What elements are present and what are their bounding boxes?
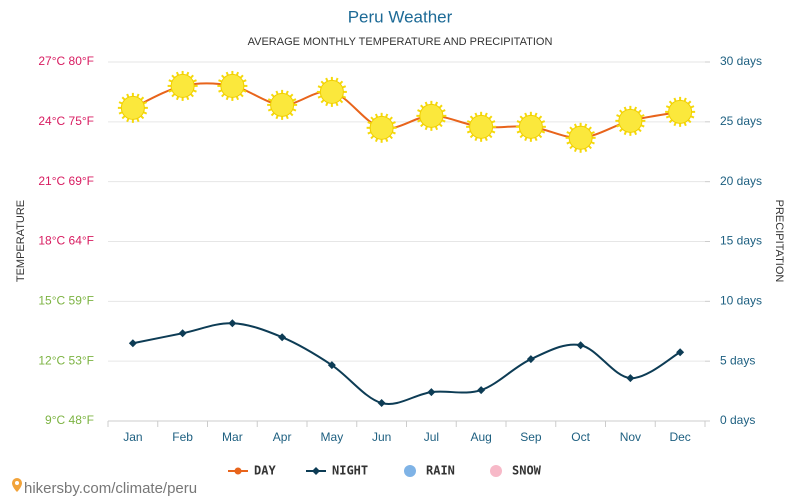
series-line (132, 322, 681, 405)
y2-axis-label: PRECIPITATION (773, 200, 785, 283)
y-axis-label: TEMPERATURE (15, 200, 27, 282)
y2-tick-label: 15 days (720, 234, 762, 248)
x-tick-label: Feb (172, 430, 193, 444)
legend-label: NIGHT (332, 464, 368, 478)
y-tick-label: 12°C 53°F (38, 353, 94, 367)
sun-marker (466, 111, 497, 142)
sun-disc (518, 114, 543, 139)
chart-title: Peru Weather (348, 7, 453, 26)
x-tick-label: Nov (620, 430, 641, 444)
series-line (132, 82, 681, 139)
legend-item: RAIN (404, 464, 455, 478)
point (526, 355, 535, 364)
x-tick-label: May (321, 430, 344, 444)
sun-disc (369, 115, 394, 140)
sun-disc (568, 125, 593, 150)
chart-subtitle: AVERAGE MONTHLY TEMPERATURE AND PRECIPIT… (248, 36, 553, 48)
sun-disc (419, 103, 444, 128)
sun-disc (170, 73, 195, 98)
source-icon (12, 478, 22, 492)
x-tick-label: Jan (123, 430, 142, 444)
sun-marker (565, 122, 596, 153)
legend-label: SNOW (512, 464, 542, 478)
point (278, 333, 287, 342)
y2-tick-label: 25 days (720, 114, 762, 128)
y-tick-label: 24°C 75°F (38, 114, 94, 128)
point (477, 386, 486, 395)
legend-item: DAY (228, 464, 276, 478)
legend-swatch (490, 465, 502, 477)
point (178, 329, 187, 338)
sun-marker (615, 105, 646, 136)
x-tick-label: Jun (372, 430, 391, 444)
sun-marker (665, 96, 696, 127)
sun-marker (416, 100, 447, 131)
point (377, 399, 386, 408)
x-tick-label: Apr (273, 430, 292, 444)
sun-marker (316, 76, 347, 107)
x-tick-label: Aug (470, 430, 491, 444)
sun-marker (267, 89, 298, 120)
sun-marker (167, 70, 198, 101)
sun-marker (515, 111, 546, 142)
legend-swatch (404, 465, 416, 477)
legend-marker (312, 467, 320, 475)
point (128, 339, 137, 348)
point (676, 348, 685, 357)
x-tick-label: Sep (520, 430, 542, 444)
legend-label: RAIN (426, 464, 455, 478)
sun-marker (217, 70, 248, 101)
sun-marker (117, 92, 148, 123)
legend-item: NIGHT (306, 464, 368, 478)
sun-disc (220, 73, 245, 98)
x-tick-label: Oct (571, 430, 590, 444)
y2-tick-label: 10 days (720, 294, 762, 308)
x-tick-label: Dec (669, 430, 690, 444)
point (228, 319, 237, 328)
sun-disc (319, 79, 344, 104)
y2-tick-label: 20 days (720, 174, 762, 188)
sun-disc (668, 99, 693, 124)
y2-tick-label: 5 days (720, 353, 755, 367)
y-tick-label: 9°C 48°F (45, 413, 94, 427)
sun-disc (270, 92, 295, 117)
sun-disc (469, 114, 494, 139)
point (576, 341, 585, 350)
x-tick-label: Mar (222, 430, 243, 444)
sun-disc (618, 108, 643, 133)
y-tick-label: 27°C 80°F (38, 54, 94, 68)
legend-item: SNOW (490, 464, 542, 478)
y2-tick-label: 0 days (720, 413, 755, 427)
legend-label: DAY (254, 464, 276, 478)
sun-marker (366, 112, 397, 143)
x-tick-label: Jul (424, 430, 439, 444)
sun-disc (120, 95, 145, 120)
y-tick-label: 21°C 69°F (38, 174, 94, 188)
legend-marker (234, 467, 242, 475)
source-link[interactable]: hikersby.com/climate/peru (24, 480, 197, 497)
y2-tick-label: 30 days (720, 54, 762, 68)
y-tick-label: 18°C 64°F (38, 234, 94, 248)
point (626, 374, 635, 383)
point (327, 361, 336, 370)
point (427, 388, 436, 397)
y-tick-label: 15°C 59°F (38, 294, 94, 308)
